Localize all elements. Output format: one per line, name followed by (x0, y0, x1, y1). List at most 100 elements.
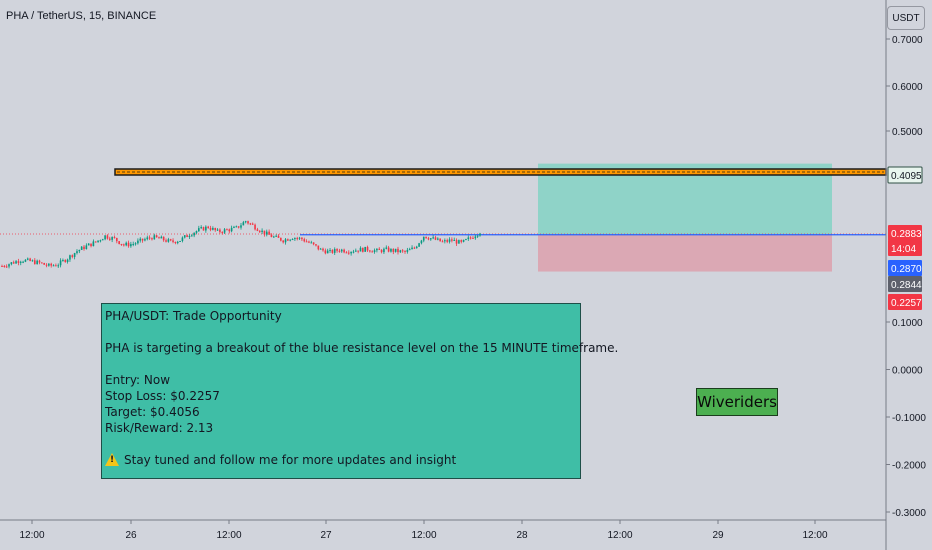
candle-body (413, 247, 416, 249)
candle-body (195, 231, 198, 233)
candle-body (144, 239, 146, 241)
candle-body (235, 226, 238, 228)
candle-body (186, 235, 188, 238)
candle-body (296, 238, 299, 240)
candle-body (111, 237, 113, 240)
candle-body (324, 250, 327, 254)
candle-body (83, 246, 85, 250)
symbol-title[interactable]: PHA / TetherUS, 15, BINANCE (6, 10, 157, 22)
candle-body (228, 229, 231, 232)
time-tick-label: 29 (712, 530, 724, 541)
price-badge-label: 0.4095 (891, 171, 922, 182)
candle-body (10, 262, 13, 265)
candle-body (394, 248, 397, 252)
candle-body (376, 248, 378, 251)
candle-body (183, 235, 186, 238)
candle-body (3, 266, 6, 268)
candle-body (291, 239, 294, 241)
candle-body (444, 240, 446, 242)
candle-body (198, 228, 200, 232)
candle-body (383, 248, 385, 253)
candle-body (76, 251, 78, 254)
candle-body (153, 235, 156, 240)
candle-body (406, 249, 409, 252)
price-badge-label: 0.2870 (891, 264, 922, 275)
candle-body (146, 237, 149, 240)
candle-body (233, 226, 235, 228)
candle-body (385, 247, 388, 249)
candle-body (38, 260, 41, 263)
candle-body (19, 261, 22, 263)
candle-body (169, 239, 172, 241)
time-tick-label: 12:00 (411, 530, 436, 541)
candle-body (453, 239, 456, 241)
candle-body (268, 231, 270, 235)
candle-body (141, 238, 144, 241)
candle-body (347, 252, 350, 254)
candle-body (340, 249, 343, 252)
candle-body (120, 243, 123, 245)
candle-body (151, 238, 153, 240)
candle-body (125, 242, 128, 246)
candle-body (50, 263, 53, 266)
candle-body (5, 266, 8, 268)
candle-body (399, 250, 402, 253)
currency-button[interactable]: USDT (887, 6, 925, 30)
price-badge (888, 225, 922, 241)
candle-body (404, 250, 406, 252)
candle-body (303, 239, 306, 242)
time-tick-label: 28 (516, 530, 528, 541)
candle-body (193, 232, 195, 236)
candle-body (294, 238, 296, 240)
price-badge (888, 240, 922, 256)
candle-body (59, 260, 62, 266)
candle-body (12, 262, 15, 264)
info-description: PHA is targeting a breakout of the blue … (105, 341, 619, 355)
candle-body (240, 225, 242, 228)
candle-body (148, 237, 151, 239)
price-badge (888, 276, 922, 292)
candle-body (66, 259, 69, 262)
candle-body (41, 262, 43, 264)
candle-body (280, 237, 282, 241)
candle-body (78, 249, 81, 252)
candle-body (312, 242, 315, 245)
candle-body (275, 235, 277, 237)
candle-body (338, 250, 341, 252)
candle-body (212, 227, 214, 230)
candle-body (322, 248, 324, 251)
price-tick-label: -0.1000 (892, 413, 926, 424)
candle-body (106, 235, 109, 239)
candle-body (265, 231, 268, 235)
time-tick-label: 12:00 (216, 530, 241, 541)
candle-body (350, 251, 352, 254)
candle-body (331, 249, 334, 253)
candle-body (174, 241, 177, 244)
candle-body (137, 240, 139, 244)
candle-body (165, 240, 167, 242)
candle-body (64, 259, 67, 262)
candle-body (242, 222, 245, 226)
candle-body (219, 229, 221, 233)
candle-body (202, 227, 205, 231)
price-tick-label: 0.7000 (892, 35, 923, 46)
candle-body (158, 237, 160, 239)
price-badge (888, 260, 922, 276)
candle-body (221, 232, 224, 234)
candle-body (362, 247, 364, 252)
candle-body (437, 238, 439, 240)
candle-body (48, 263, 50, 266)
price-badges: 0.4095 0.2883 14:04 0.2870 0.2844 0.2257 (887, 166, 923, 310)
candle-body (261, 230, 263, 232)
candle-body (69, 255, 71, 260)
candle-body (71, 255, 74, 257)
stop-area (538, 234, 832, 272)
candle-body (364, 246, 367, 252)
candle-body (298, 237, 301, 239)
candle-body (29, 258, 31, 261)
candle-body (458, 240, 460, 244)
info-entry: Entry: Now (105, 373, 171, 387)
candle-body (31, 260, 34, 262)
